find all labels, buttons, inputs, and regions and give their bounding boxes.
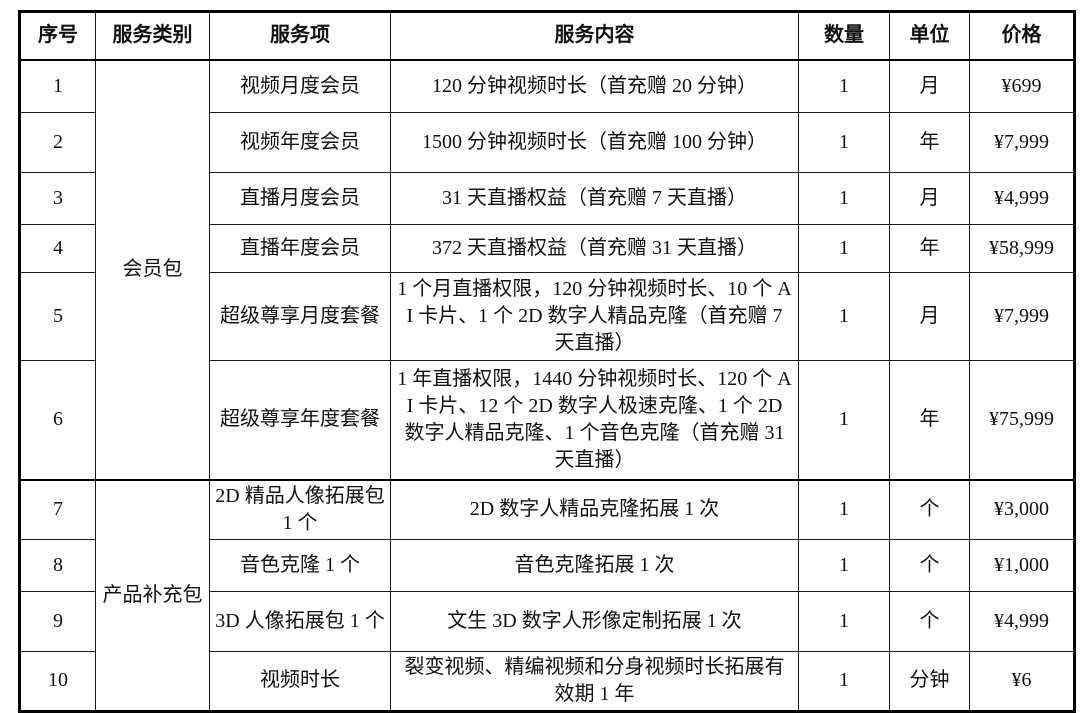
service-content-cell: 372 天直播权益（首充赠 31 天直播） <box>390 224 799 273</box>
row-number-cell: 2 <box>19 112 96 173</box>
service-content-cell: 31 天直播权益（首充赠 7 天直播） <box>390 172 799 225</box>
table-row: 1 会员包 视频月度会员 120 分钟视频时长（首充赠 20 分钟） 1 月 ¥699 <box>19 59 1075 480</box>
row-number-cell: 10 <box>19 650 96 712</box>
unit-cell: 个 <box>889 538 970 592</box>
table-row: 5 超级尊享月度套餐 1 个月直播权限，120 分钟视频时长、10 个 AI 卡片、… <box>19 272 1075 361</box>
service-item-cell: 视频时长 <box>209 650 391 712</box>
row-number-cell: 8 <box>19 538 96 592</box>
category-cell: 产品补充包 <box>95 478 210 712</box>
pricing-table: 序号 服务类别 服务项 服务内容 数量 单位 价格 1 会员包 视频月度会员 120 … <box>18 10 1076 713</box>
quantity-cell: 1 <box>798 478 890 540</box>
row-number-cell: 1 <box>19 59 96 113</box>
quantity-cell: 1 <box>798 650 890 712</box>
service-item-cell: 3D 人像拓展包 1 个 <box>209 590 391 652</box>
header-row: 序号 服务类别 服务项 服务内容 数量 单位 价格 <box>19 11 1075 61</box>
table-row: 7 产品补充包 2D 精品人像拓展包 1 个 2D 数字人精品克隆拓展 1 次 1 个 ¥3… <box>19 478 1075 712</box>
unit-cell: 月 <box>889 172 970 225</box>
service-content-cell: 1500 分钟视频时长（首充赠 100 分钟） <box>390 112 799 173</box>
quantity-cell: 1 <box>798 172 890 225</box>
table-body: 1 会员包 视频月度会员 120 分钟视频时长（首充赠 20 分钟） 1 月 ¥699 2 视频… <box>19 59 1075 712</box>
service-content-cell: 裂变视频、精编视频和分身视频时长拓展有效期 1 年 <box>390 650 799 712</box>
table-row: 10 视频时长 裂变视频、精编视频和分身视频时长拓展有效期 1 年 1 分钟 ¥6 <box>19 650 1075 712</box>
row-number-cell: 9 <box>19 590 96 652</box>
service-content-cell: 文生 3D 数字人形像定制拓展 1 次 <box>390 590 799 652</box>
header-cell-category: 服务类别 <box>95 11 210 61</box>
unit-cell: 月 <box>889 59 970 113</box>
table-row: 6 超级尊享年度套餐 1 年直播权限，1440 分钟视频时长、120 个 AI 卡片… <box>19 360 1075 480</box>
service-item-cell: 直播月度会员 <box>209 172 391 225</box>
unit-cell: 年 <box>889 360 970 480</box>
category-cell: 会员包 <box>95 59 210 480</box>
unit-cell: 年 <box>889 112 970 173</box>
row-number-cell: 3 <box>19 172 96 225</box>
row-number-cell: 5 <box>19 272 96 361</box>
row-number-cell: 6 <box>19 360 96 480</box>
table-row: 9 3D 人像拓展包 1 个文生 3D 数字人形像定制拓展 1 次 1 个 ¥4,999 <box>19 590 1075 652</box>
price-cell: ¥3,000 <box>969 478 1075 540</box>
unit-cell: 年 <box>889 224 970 273</box>
header-cell-content: 服务内容 <box>390 11 799 61</box>
price-cell: ¥4,999 <box>969 172 1075 225</box>
price-cell: ¥58,999 <box>969 224 1075 273</box>
quantity-cell: 1 <box>798 360 890 480</box>
row-number-cell: 4 <box>19 224 96 273</box>
quantity-cell: 1 <box>798 59 890 113</box>
table-row: 4 直播年度会员 372 天直播权益（首充赠 31 天直播） 1 年 ¥58,999 <box>19 224 1075 273</box>
unit-cell: 分钟 <box>889 650 970 712</box>
price-cell: ¥7,999 <box>969 112 1075 173</box>
service-item-cell: 超级尊享月度套餐 <box>209 272 391 361</box>
quantity-cell: 1 <box>798 590 890 652</box>
header-cell-no: 序号 <box>19 11 96 61</box>
price-cell: ¥75,999 <box>969 360 1075 480</box>
table-row: 2 视频年度会员 1500 分钟视频时长（首充赠 100 分钟） 1 年 ¥7,999 <box>19 112 1075 173</box>
price-cell: ¥1,000 <box>969 538 1075 592</box>
service-content-cell: 音色克隆拓展 1 次 <box>390 538 799 592</box>
quantity-cell: 1 <box>798 112 890 173</box>
unit-cell: 月 <box>889 272 970 361</box>
quantity-cell: 1 <box>798 538 890 592</box>
service-item-cell: 视频年度会员 <box>209 112 391 173</box>
price-cell: ¥699 <box>969 59 1075 113</box>
row-number-cell: 7 <box>19 478 96 540</box>
unit-cell: 个 <box>889 590 970 652</box>
service-item-cell: 音色克隆 1 个 <box>209 538 391 592</box>
service-content-cell: 120 分钟视频时长（首充赠 20 分钟） <box>390 59 799 113</box>
service-item-cell: 直播年度会员 <box>209 224 391 273</box>
header-cell-price: 价格 <box>969 11 1075 61</box>
service-item-cell: 2D 精品人像拓展包 1 个 <box>209 478 391 540</box>
header-cell-unit: 单位 <box>889 11 970 61</box>
header-cell-qty: 数量 <box>798 11 890 61</box>
quantity-cell: 1 <box>798 272 890 361</box>
price-cell: ¥6 <box>969 650 1075 712</box>
price-cell: ¥7,999 <box>969 272 1075 361</box>
service-item-cell: 视频月度会员 <box>209 59 391 113</box>
header-cell-item: 服务项 <box>209 11 391 61</box>
unit-cell: 个 <box>889 478 970 540</box>
service-item-cell: 超级尊享年度套餐 <box>209 360 391 480</box>
service-content-cell: 2D 数字人精品克隆拓展 1 次 <box>390 478 799 540</box>
service-content-cell: 1 个月直播权限，120 分钟视频时长、10 个 AI 卡片、1 个 2D 数字… <box>390 272 799 361</box>
price-cell: ¥4,999 <box>969 590 1075 652</box>
service-content-cell: 1 年直播权限，1440 分钟视频时长、120 个 AI 卡片、12 个 2D … <box>390 360 799 480</box>
quantity-cell: 1 <box>798 224 890 273</box>
